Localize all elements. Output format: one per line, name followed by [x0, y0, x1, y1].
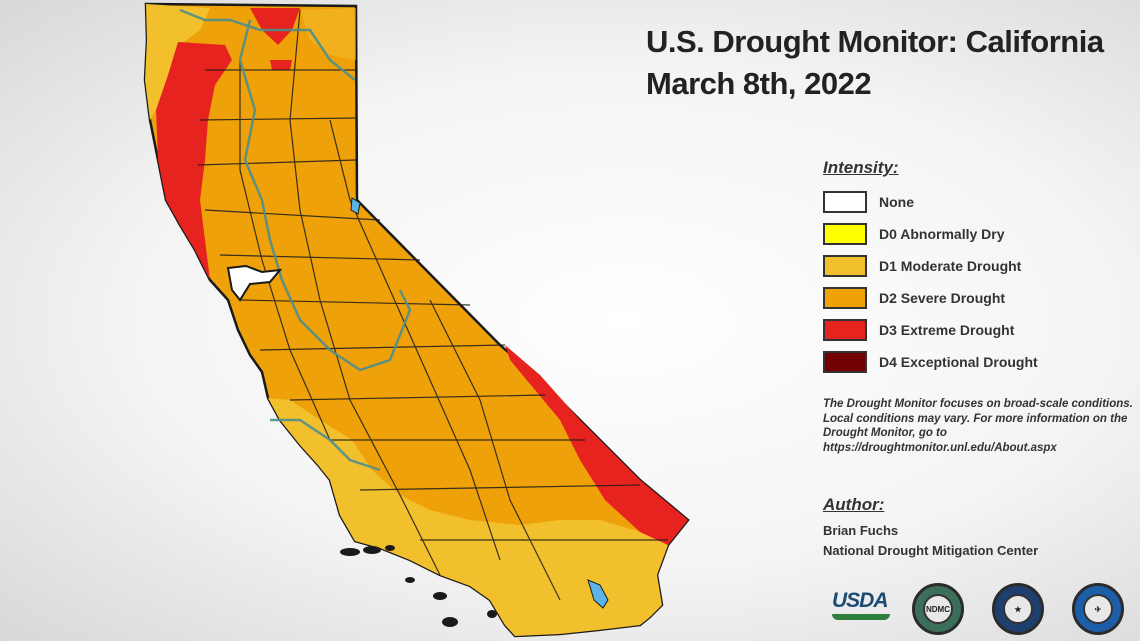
legend-swatch-d1	[823, 255, 867, 277]
d1-region-central-coast	[268, 398, 668, 636]
legend-swatch-d0	[823, 223, 867, 245]
map-date: March 8th, 2022	[646, 66, 872, 101]
usda-logo-bar	[832, 614, 890, 620]
d3-region-north-peak	[250, 8, 300, 45]
channel-islands	[340, 545, 497, 627]
author-heading: Author:	[823, 495, 885, 514]
commerce-seal-center: ★	[1003, 594, 1033, 624]
legend-item-d0: D0 Abnormally Dry	[823, 218, 1133, 250]
sf-bay	[226, 264, 283, 302]
legend-swatch-none	[823, 191, 867, 213]
commerce-seal-icon: ★	[992, 583, 1044, 635]
legend-label: D3 Extreme Drought	[879, 322, 1015, 338]
intensity-legend: Intensity: None D0 Abnormally Dry D1 Mod…	[823, 158, 1133, 378]
usda-logo-text: USDA	[832, 589, 889, 612]
author-block: Author: Brian Fuchs National Drought Mit…	[823, 495, 1038, 561]
legend-swatch-d2	[823, 287, 867, 309]
legend-label: None	[879, 194, 914, 210]
legend-item-d3: D3 Extreme Drought	[823, 314, 1133, 346]
d3-region-owens-valley	[505, 345, 688, 545]
legend-item-d2: D2 Severe Drought	[823, 282, 1133, 314]
partner-logos: USDA NDMC ★ ✈	[826, 583, 1136, 639]
noaa-seal-icon: ✈	[1072, 583, 1124, 635]
legend-swatch-d4	[823, 351, 867, 373]
d3-region-north-coast	[156, 42, 232, 280]
county-lines	[197, 9, 668, 601]
rivers	[179, 8, 412, 472]
d1-region-northwest	[145, 4, 210, 120]
legend-item-d4: D4 Exceptional Drought	[823, 346, 1133, 378]
d1-region-north-strip	[300, 8, 356, 60]
noaa-seal-center: ✈	[1083, 594, 1113, 624]
d3-region-small	[270, 60, 292, 70]
legend-swatch-d3	[823, 319, 867, 341]
ndmc-logo-text: NDMC	[923, 594, 953, 624]
legend-label: D2 Severe Drought	[879, 290, 1006, 306]
salton-sea	[587, 579, 609, 609]
legend-label: D1 Moderate Drought	[879, 258, 1022, 274]
legend-item-none: None	[823, 186, 1133, 218]
legend-label: D0 Abnormally Dry	[879, 226, 1005, 242]
drought-monitor-note: The Drought Monitor focuses on broad-sca…	[823, 398, 1133, 454]
author-org: National Drought Mitigation Center	[823, 543, 1039, 558]
legend-item-d1: D1 Moderate Drought	[823, 250, 1133, 282]
author-name: Brian Fuchs	[823, 523, 899, 538]
map-title: U.S. Drought Monitor: California	[646, 24, 1104, 59]
lake-tahoe	[350, 197, 361, 215]
legend-heading: Intensity:	[823, 158, 899, 177]
legend-label: D4 Exceptional Drought	[879, 354, 1038, 370]
usda-logo: USDA	[832, 589, 894, 629]
ndmc-logo: NDMC	[912, 583, 964, 635]
